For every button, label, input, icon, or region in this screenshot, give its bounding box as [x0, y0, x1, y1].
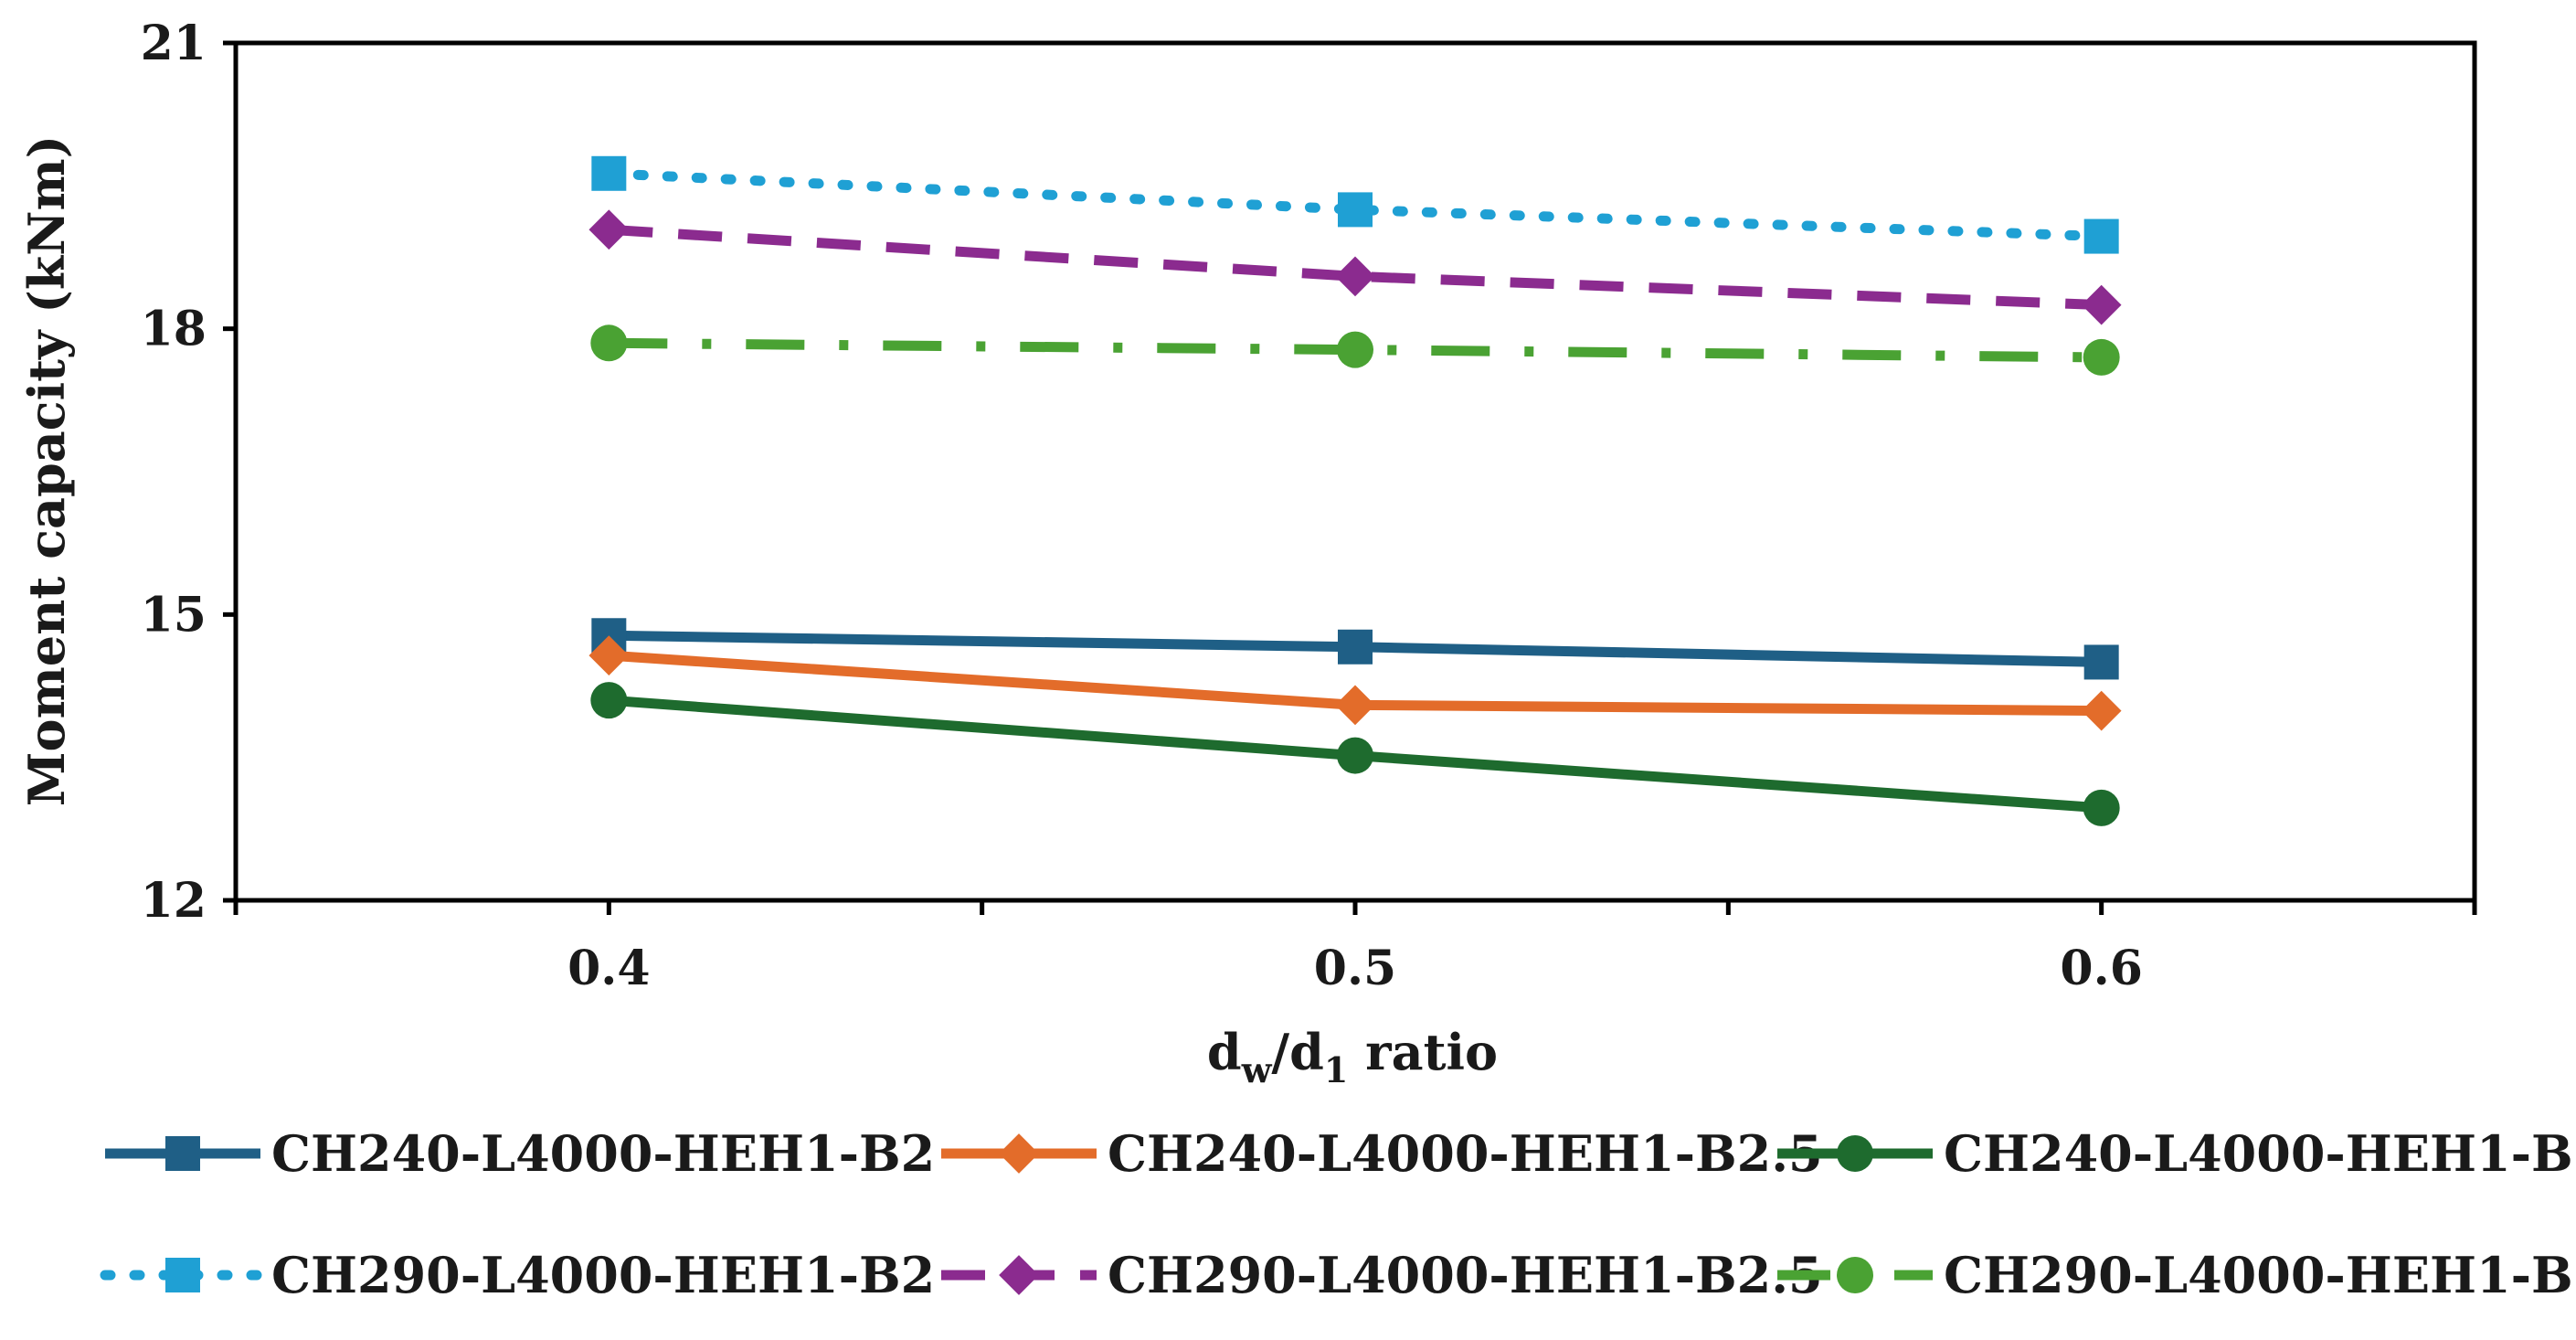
- legend-label: CH240-L4000-HEH1-B2.5: [1108, 1124, 1823, 1183]
- data-point: [1338, 629, 1373, 665]
- data-point: [588, 635, 630, 675]
- x-title-slash: /d: [1271, 1023, 1323, 1081]
- series-3: [590, 682, 2120, 826]
- data-point: [1337, 331, 1373, 368]
- x-tick-label: 0.5: [1314, 941, 1396, 996]
- data-point: [1338, 192, 1373, 228]
- data-point: [1337, 737, 1373, 774]
- y-tick-label: 18: [141, 302, 207, 357]
- legend-marker: [1837, 1135, 1873, 1172]
- data-point: [2083, 789, 2120, 826]
- data-point: [588, 209, 630, 250]
- x-tick-label: 0.6: [2060, 941, 2142, 996]
- legend-item: CH290-L4000-HEH1-B2: [100, 1246, 935, 1304]
- series-5: [588, 209, 2122, 325]
- data-point: [1335, 685, 1375, 726]
- legend-item: CH240-L4000-HEH1-B2.5: [941, 1124, 1823, 1183]
- legend-label: CH290-L4000-HEH1-B3: [1944, 1246, 2576, 1304]
- series-4: [591, 155, 2119, 254]
- legend-marker: [999, 1255, 1039, 1295]
- x-axis-ticks: 0.4 0.5 0.6: [233, 900, 2477, 996]
- data-point: [2083, 644, 2119, 680]
- legend-item: CH290-L4000-HEH1-B2.5: [941, 1246, 1823, 1304]
- legend-item: CH240-L4000-HEH1-B3: [1777, 1124, 2576, 1183]
- series-1: [591, 618, 2119, 680]
- legend: CH240-L4000-HEH1-B2 CH240-L4000-HEH1-B2.5…: [100, 1124, 2576, 1304]
- data-point: [591, 155, 627, 191]
- x-axis-title: dw/d1 ratio: [1207, 1023, 1498, 1090]
- x-title-subscript-1: 1: [1324, 1049, 1348, 1090]
- legend-item: CH290-L4000-HEH1-B3: [1777, 1246, 2576, 1304]
- legend-marker: [165, 1258, 200, 1292]
- data-point: [590, 682, 628, 719]
- series-2: [588, 635, 2122, 731]
- series-line: [608, 224, 2102, 311]
- data-point: [2083, 218, 2119, 254]
- legend-label: CH290-L4000-HEH1-B2: [271, 1246, 935, 1304]
- legend-label: CH240-L4000-HEH1-B2: [271, 1124, 935, 1183]
- legend-marker: [165, 1136, 200, 1171]
- x-title-subscript-w: w: [1241, 1049, 1273, 1090]
- legend-item: CH240-L4000-HEH1-B2: [105, 1124, 935, 1183]
- x-tick-label: 0.4: [567, 941, 650, 996]
- legend-label: CH290-L4000-HEH1-B2.5: [1108, 1246, 1823, 1304]
- data-point: [2081, 690, 2122, 731]
- series-lines: [588, 155, 2122, 826]
- y-tick-label: 15: [141, 587, 207, 643]
- series-6: [590, 324, 2120, 376]
- legend-marker: [999, 1133, 1039, 1174]
- x-title-rest: ratio: [1348, 1023, 1498, 1081]
- legend-label: CH240-L4000-HEH1-B3: [1944, 1124, 2576, 1183]
- y-axis-title: Moment capacity (kNm): [17, 135, 76, 806]
- y-tick-label: 21: [141, 16, 207, 71]
- data-point: [1335, 256, 1375, 297]
- data-point: [590, 324, 628, 362]
- y-tick-label: 12: [141, 873, 207, 929]
- x-title-main: d: [1207, 1023, 1242, 1081]
- data-point: [2081, 284, 2122, 325]
- series-line: [609, 337, 2102, 363]
- data-point: [2083, 338, 2120, 376]
- y-axis-ticks: 12 15 18 21: [141, 16, 236, 929]
- legend-marker: [1837, 1257, 1873, 1293]
